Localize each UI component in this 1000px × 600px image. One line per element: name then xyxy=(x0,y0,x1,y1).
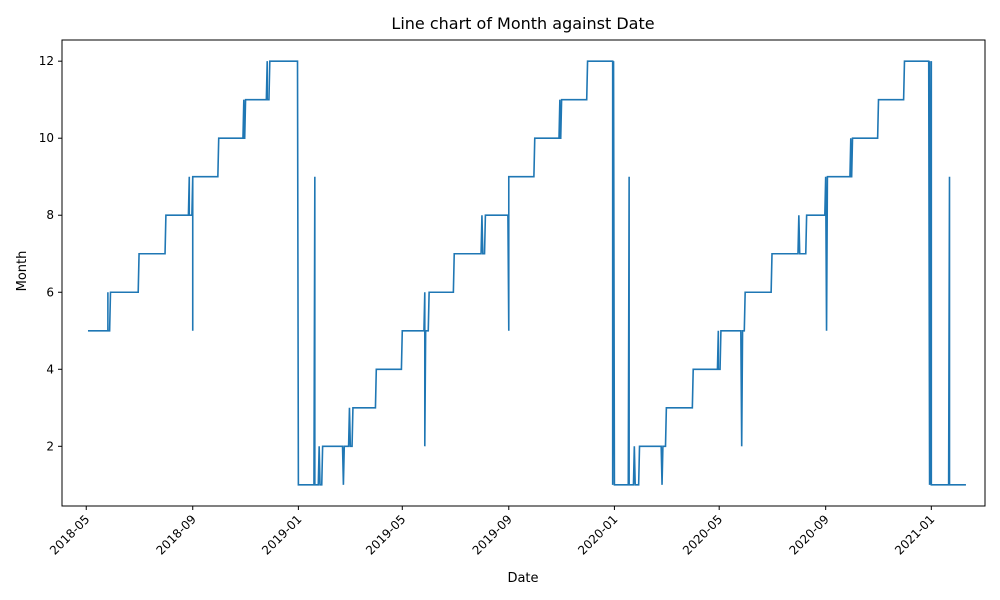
x-tick-label: 2020-01 xyxy=(575,512,620,557)
series-line xyxy=(87,60,966,486)
y-tick-label: 6 xyxy=(46,285,54,299)
x-tick-label: 2021-01 xyxy=(892,512,937,557)
y-tick-label: 10 xyxy=(39,131,54,145)
plot-area: 2 4 6 8 10 12 2018-05 2018-09 2019-01 2019-05 2019… xyxy=(39,39,986,558)
x-tick-label: 2019-09 xyxy=(470,512,515,557)
chart-title: Line chart of Month against Date xyxy=(391,14,654,33)
x-tick-label: 2019-01 xyxy=(259,512,304,557)
y-tick-label: 4 xyxy=(46,362,54,376)
x-tick-label: 2020-05 xyxy=(680,512,725,557)
y-tick-label: 12 xyxy=(39,54,54,68)
x-tick-label: 2018-09 xyxy=(154,512,199,557)
plot-frame xyxy=(61,39,986,507)
x-tick-label: 2018-05 xyxy=(47,512,92,557)
y-tick-label: 8 xyxy=(46,208,54,222)
x-tick-label: 2020-09 xyxy=(786,512,831,557)
y-tick-label: 2 xyxy=(46,439,54,453)
x-tick-label: 2019-05 xyxy=(363,512,408,557)
y-axis-label: Month xyxy=(15,251,30,292)
x-axis-label: Date xyxy=(507,571,538,586)
